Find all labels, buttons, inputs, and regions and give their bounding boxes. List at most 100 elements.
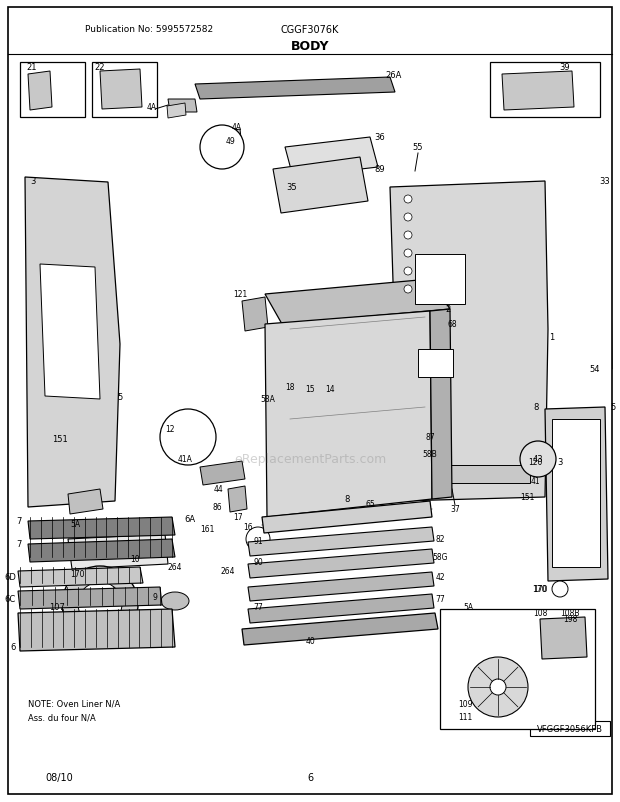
Text: Ass. du four N/A: Ass. du four N/A: [28, 713, 95, 722]
Text: 16: 16: [243, 523, 253, 532]
Polygon shape: [100, 70, 142, 110]
Text: 82: 82: [435, 535, 445, 544]
Polygon shape: [212, 139, 230, 158]
Text: 4A: 4A: [147, 103, 157, 112]
Polygon shape: [195, 78, 395, 100]
Text: 151: 151: [52, 435, 68, 444]
Polygon shape: [568, 180, 610, 378]
Polygon shape: [248, 528, 434, 557]
Polygon shape: [545, 407, 608, 581]
Text: 26A: 26A: [385, 71, 401, 80]
Text: 42: 42: [435, 573, 445, 581]
Text: 3: 3: [557, 458, 563, 467]
Circle shape: [410, 431, 426, 448]
Text: 109: 109: [458, 699, 472, 709]
Text: 108: 108: [533, 609, 547, 618]
Text: 6: 6: [11, 642, 16, 652]
Bar: [552, 419, 600, 567]
Text: 198: 198: [563, 615, 577, 624]
Text: 170: 170: [533, 585, 547, 593]
Polygon shape: [228, 486, 247, 512]
Text: 6: 6: [307, 772, 313, 782]
Bar: [20, 63, 85, 118]
Text: 58B: 58B: [423, 450, 437, 459]
Text: 40: 40: [305, 637, 315, 646]
Text: 111: 111: [458, 713, 472, 722]
Text: 7: 7: [17, 540, 22, 549]
Polygon shape: [200, 461, 245, 485]
Text: 5A: 5A: [463, 603, 473, 612]
Polygon shape: [273, 158, 368, 214]
Text: 43: 43: [533, 455, 543, 464]
Polygon shape: [558, 182, 612, 375]
Polygon shape: [28, 517, 175, 539]
Circle shape: [552, 581, 568, 597]
Text: 8: 8: [533, 403, 539, 412]
Text: 87: 87: [425, 433, 435, 442]
Circle shape: [404, 196, 412, 204]
Bar: [530, 721, 610, 736]
Text: 41A: 41A: [178, 455, 193, 464]
Text: 41: 41: [530, 477, 540, 486]
Polygon shape: [68, 489, 103, 514]
Text: 08/10: 08/10: [45, 772, 73, 782]
Polygon shape: [262, 501, 432, 533]
Bar: [92, 63, 157, 118]
Text: 54: 54: [590, 365, 600, 374]
Text: CGGF3076K: CGGF3076K: [281, 25, 339, 35]
Text: 107: 107: [49, 603, 65, 612]
Bar: [310, 391, 318, 501]
Polygon shape: [168, 100, 197, 113]
Text: 36: 36: [374, 133, 386, 142]
Polygon shape: [215, 130, 242, 153]
Text: 9: 9: [153, 593, 157, 602]
Text: 90: 90: [253, 558, 263, 567]
Text: 6A: 6A: [184, 515, 195, 524]
Text: 37: 37: [450, 505, 460, 514]
Text: 151: 151: [520, 493, 534, 502]
Text: 6C: 6C: [5, 595, 16, 604]
Polygon shape: [390, 182, 548, 501]
Text: 1: 1: [549, 333, 555, 342]
Text: 14: 14: [325, 385, 335, 394]
Text: 68: 68: [447, 320, 457, 329]
Text: 4A: 4A: [232, 124, 242, 132]
Circle shape: [490, 679, 506, 695]
Circle shape: [520, 441, 556, 477]
Bar: [418, 350, 453, 378]
Polygon shape: [242, 614, 438, 645]
Polygon shape: [18, 587, 162, 610]
Polygon shape: [540, 618, 587, 659]
Circle shape: [404, 214, 412, 221]
Polygon shape: [248, 594, 434, 623]
Text: 170: 170: [70, 569, 84, 579]
Text: 86: 86: [213, 503, 222, 512]
Text: 8: 8: [344, 495, 350, 504]
Bar: [490, 63, 600, 118]
Circle shape: [404, 286, 412, 294]
Bar: [415, 255, 465, 305]
Polygon shape: [18, 567, 143, 587]
Circle shape: [200, 126, 244, 170]
Text: 58G: 58G: [432, 553, 448, 561]
Polygon shape: [502, 72, 574, 111]
Polygon shape: [248, 573, 434, 602]
Text: 65: 65: [365, 500, 375, 508]
Text: BODY: BODY: [291, 40, 329, 54]
Text: 108B: 108B: [560, 609, 580, 618]
Circle shape: [404, 249, 412, 257]
Text: 77: 77: [435, 595, 445, 604]
Text: 121: 121: [233, 290, 247, 299]
Text: 15: 15: [305, 385, 315, 394]
Text: 44: 44: [213, 485, 223, 494]
Text: 10: 10: [130, 555, 140, 564]
Polygon shape: [28, 539, 175, 562]
Polygon shape: [68, 534, 168, 569]
Text: 264: 264: [168, 563, 182, 572]
Text: 22: 22: [95, 63, 105, 72]
Polygon shape: [180, 429, 204, 449]
Bar: [440, 610, 595, 729]
Text: 12: 12: [166, 425, 175, 434]
Polygon shape: [167, 104, 186, 119]
Text: VFGGF3056KFB: VFGGF3056KFB: [537, 724, 603, 734]
